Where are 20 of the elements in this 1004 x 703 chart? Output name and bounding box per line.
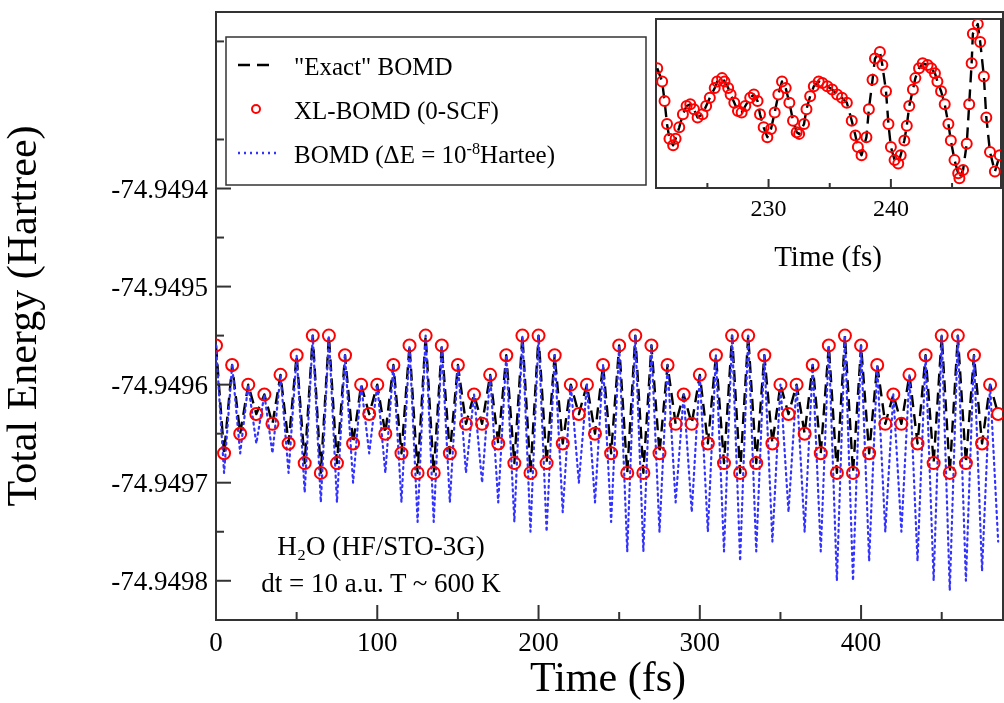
x-tick-label: 0 [209,627,223,657]
x-tick-label: 300 [679,627,721,657]
y-tick-label: -74.9494 [111,173,209,204]
y-axis-title: Total Energy (Hartree) [0,125,46,507]
x-tick-label: 240 [872,195,909,221]
x-tick-label: 400 [840,627,882,657]
legend-label: BOMD (ΔE = 10$^{-8}$Hartee) [294,140,556,169]
y-tick-label: -74.9496 [111,370,208,401]
y-tick-label: -74.9498 [111,566,208,597]
x-axis-title: Time (fs) [774,240,882,273]
annotation: dt = 10 a.u. T ~ 600 K [261,568,502,598]
annotation: H₂O (HF/STO-3G) [277,531,485,561]
y-tick-label: -74.9497 [111,468,208,499]
x-tick-label: 230 [750,195,787,221]
x-axis-title: Time (fs) [530,654,686,701]
x-tick-label: 100 [357,627,398,657]
legend-label: XL-BOMD (0-SCF) [294,97,499,125]
y-tick-label: -74.9495 [111,272,208,303]
legend-label: "Exact" BOMD [294,53,453,80]
x-tick-label: 200 [518,627,559,657]
